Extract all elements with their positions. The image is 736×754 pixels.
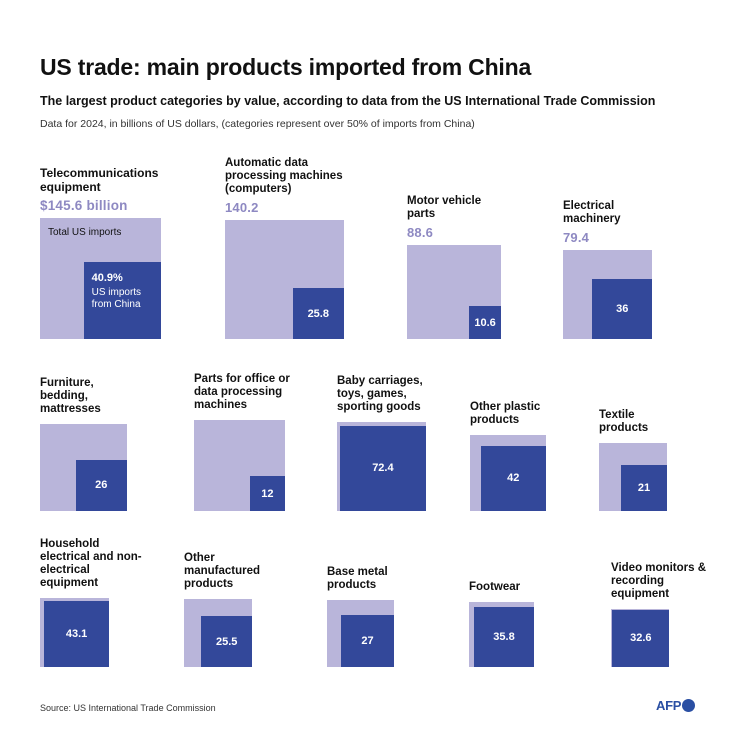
total-imports-square: 21 xyxy=(599,442,667,511)
category-label: Automatic data processing machines (comp… xyxy=(225,157,343,196)
china-value-label: 32.6 xyxy=(630,632,652,645)
category-panel: 21 Textile products xyxy=(599,0,736,511)
china-value-label: 21 xyxy=(637,482,651,495)
legend-total-label: Total US imports xyxy=(48,227,122,238)
total-value-label: 88.6 xyxy=(407,224,434,240)
category-panel: 32.6 Video monitors & recording equipment xyxy=(611,0,736,667)
category-panel: 72.4 Baby carriages, toys, games, sportin… xyxy=(337,0,517,511)
chart-subtitle: The largest product categories by value,… xyxy=(40,94,656,108)
china-imports-square: 25.5 xyxy=(201,616,252,667)
afp-logo: AFP xyxy=(656,698,696,713)
china-value-label: 25.5 xyxy=(215,635,238,648)
china-value-label: 25.8 xyxy=(307,307,329,320)
source-note: Source: US International Trade Commissio… xyxy=(40,703,216,713)
category-label: Electrical machinery xyxy=(563,199,621,225)
china-value-label: 43.1 xyxy=(65,628,88,641)
china-imports-square: 35.8 xyxy=(474,607,534,667)
china-imports-square: 27 xyxy=(341,614,394,667)
total-imports-square: 27 xyxy=(327,600,394,667)
total-imports-square: 72.4 xyxy=(337,422,426,511)
category-panel: 42 Other plastic products xyxy=(470,0,650,511)
china-imports-square: 43.1 xyxy=(43,601,110,667)
china-imports-square: 72.4 xyxy=(340,425,426,511)
category-panel: Total US imports 40.9% US imports from Chi… xyxy=(40,0,220,339)
total-value-label: 79.4 xyxy=(563,229,590,245)
category-label: Motor vehicle parts xyxy=(407,194,482,220)
total-imports-square: 42 xyxy=(470,435,546,511)
category-panel: 25.5 Other manufactured products xyxy=(184,0,364,667)
total-imports-square: 36 xyxy=(563,249,653,339)
category-label: Footwear xyxy=(469,581,521,594)
category-label: Telecommunications equipment xyxy=(40,166,159,194)
china-imports-square: 12 xyxy=(250,476,285,511)
china-value-label: 42 xyxy=(507,472,520,485)
total-imports-square: Total US imports 40.9% US imports from Chi… xyxy=(40,218,161,339)
category-label: Baby carriages, toys, games, sporting go… xyxy=(337,375,423,414)
china-value-label: 35.8 xyxy=(493,630,515,643)
total-value-label: 140.2 xyxy=(225,200,259,216)
category-label: Video monitors & recording equipment xyxy=(611,561,706,600)
china-value-label: 36 xyxy=(616,302,629,315)
category-label: Household electrical and non-electrical … xyxy=(40,537,142,589)
category-panel: 35.8 Footwear xyxy=(469,0,649,667)
china-imports-square: 42 xyxy=(480,446,546,511)
total-imports-square: 43.1 xyxy=(40,597,110,667)
category-panel: 10.6 88.6 Motor vehicle parts xyxy=(407,0,587,339)
category-label: Furniture, bedding, mattresses xyxy=(40,377,101,416)
category-panel: 43.1 Household electrical and non-electri… xyxy=(40,0,220,667)
data-note: Data for 2024, in billions of US dollars… xyxy=(40,118,475,130)
category-label: Textile products xyxy=(599,409,649,434)
total-imports-square: 12 xyxy=(194,420,285,511)
category-label: Other plastic products xyxy=(470,401,541,427)
china-value-label: 72.4 xyxy=(372,462,394,475)
chart-title: US trade: main products imported from Ch… xyxy=(40,54,532,80)
category-label: Parts for office or data processing mach… xyxy=(194,373,290,412)
china-value-label: 26 xyxy=(95,479,108,492)
china-imports-square: 40.9% US imports from China xyxy=(83,261,161,339)
total-imports-square: 26 xyxy=(40,424,127,511)
total-imports-square: 32.6 xyxy=(611,608,670,667)
china-value-label: 27 xyxy=(361,634,374,647)
category-panel: 36 79.4 Electrical machinery xyxy=(563,0,736,339)
category-panel: 26 Furniture, bedding, mattresses xyxy=(40,0,220,511)
total-imports-square: 25.8 xyxy=(225,220,344,339)
total-imports-square: 25.5 xyxy=(184,598,252,667)
china-imports-square: 25.8 xyxy=(292,288,344,339)
legend-china-label: US imports from China xyxy=(91,286,142,310)
china-value-label: 12 xyxy=(261,487,274,500)
china-imports-square: 10.6 xyxy=(468,306,502,339)
china-imports-square: 21 xyxy=(621,465,667,511)
total-imports-square: 10.6 xyxy=(407,244,502,339)
category-panel: 12 Parts for office or data processing ma… xyxy=(194,0,374,511)
category-panel: 25.8 140.2 Automatic data processing machi… xyxy=(225,0,405,339)
category-label: Base metal products xyxy=(327,566,388,592)
china-imports-square: 36 xyxy=(592,278,653,339)
china-value-label: 10.6 xyxy=(474,316,496,329)
afp-logo-dot-icon xyxy=(682,699,696,712)
category-panel: 27 Base metal products xyxy=(327,0,507,667)
afp-logo-text: AFP xyxy=(656,698,682,713)
china-imports-square: 26 xyxy=(75,459,127,511)
total-value-label: $145.6 billion xyxy=(40,198,128,213)
category-label: Other manufactured products xyxy=(184,552,261,590)
china-imports-square: 32.6 xyxy=(612,609,670,667)
legend-china-share: 40.9% xyxy=(91,271,123,284)
total-imports-square: 35.8 xyxy=(469,602,534,667)
